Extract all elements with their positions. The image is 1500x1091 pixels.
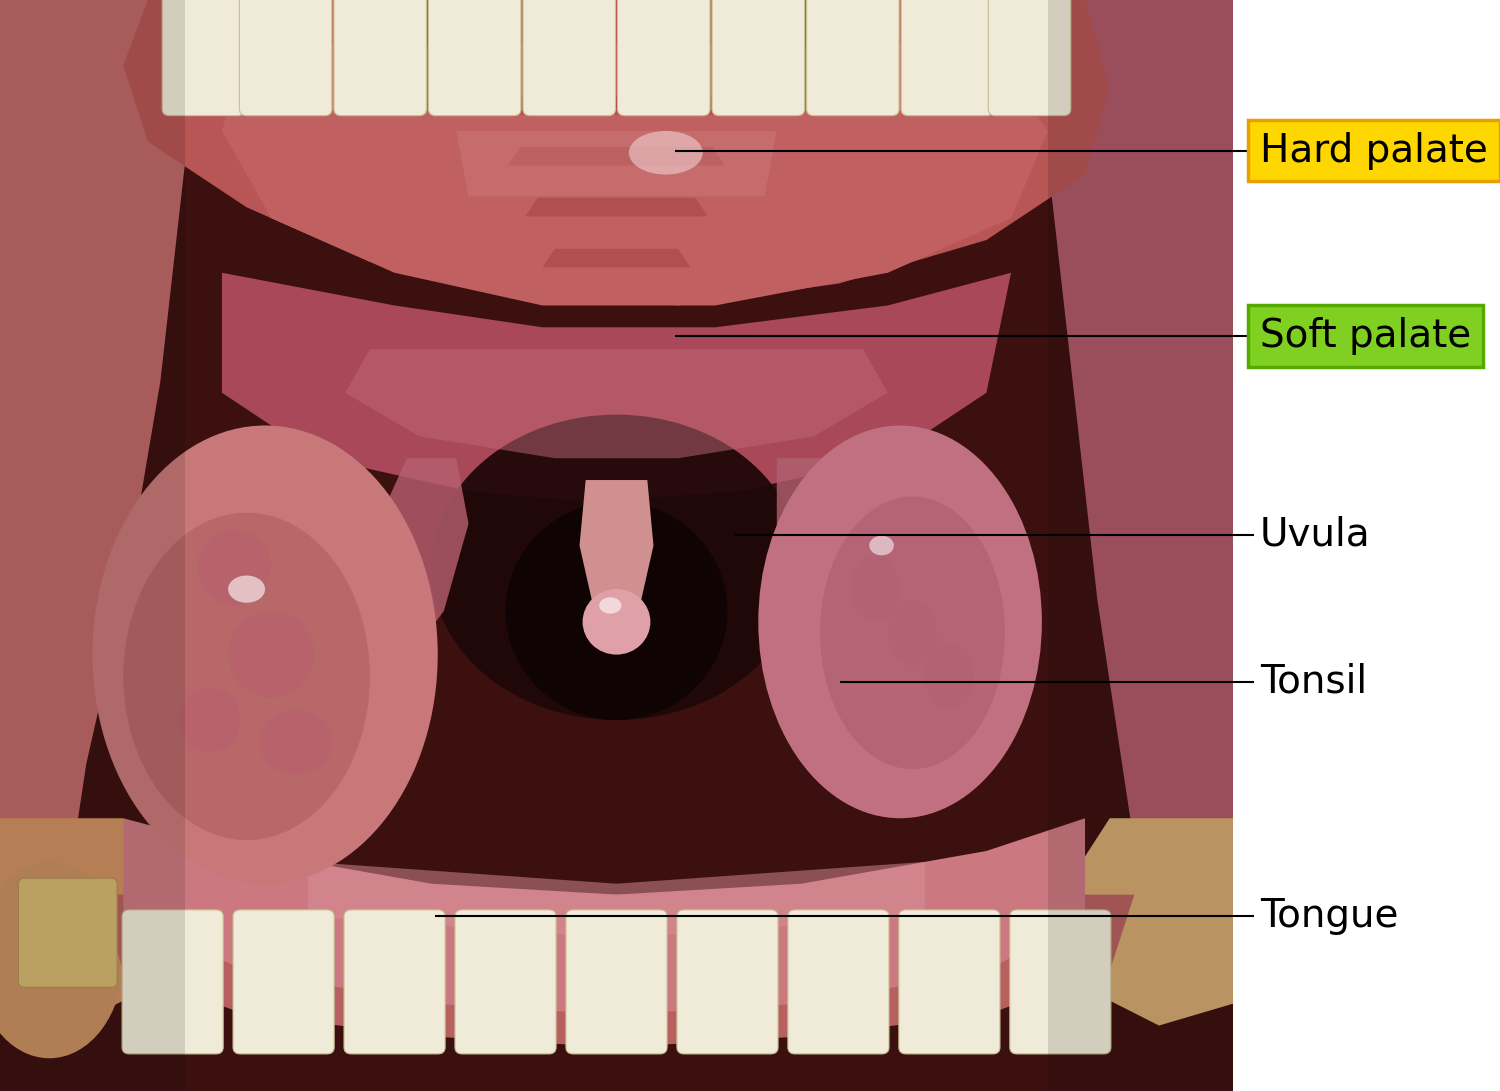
Ellipse shape	[850, 556, 900, 622]
Text: Tongue: Tongue	[1260, 898, 1398, 935]
Polygon shape	[123, 0, 1110, 305]
Polygon shape	[0, 0, 1233, 1091]
FancyBboxPatch shape	[240, 0, 332, 116]
FancyBboxPatch shape	[618, 0, 710, 116]
Polygon shape	[0, 818, 172, 1026]
FancyBboxPatch shape	[988, 0, 1071, 116]
FancyBboxPatch shape	[162, 0, 244, 116]
Ellipse shape	[123, 513, 370, 840]
Ellipse shape	[582, 589, 651, 655]
FancyBboxPatch shape	[429, 0, 520, 116]
Polygon shape	[1048, 0, 1233, 1091]
FancyBboxPatch shape	[454, 910, 556, 1054]
Ellipse shape	[178, 687, 240, 753]
Polygon shape	[222, 44, 1048, 305]
Ellipse shape	[0, 862, 123, 1058]
FancyBboxPatch shape	[788, 910, 889, 1054]
Ellipse shape	[260, 709, 333, 775]
Text: Uvula: Uvula	[1260, 516, 1371, 553]
Text: Soft palate: Soft palate	[1260, 317, 1472, 355]
Ellipse shape	[870, 536, 894, 555]
FancyBboxPatch shape	[524, 0, 615, 116]
Ellipse shape	[821, 496, 1005, 769]
Polygon shape	[525, 197, 708, 216]
FancyBboxPatch shape	[18, 878, 117, 987]
Polygon shape	[543, 249, 690, 267]
Polygon shape	[456, 131, 777, 196]
FancyBboxPatch shape	[122, 910, 224, 1054]
FancyBboxPatch shape	[712, 0, 804, 116]
FancyBboxPatch shape	[232, 910, 334, 1054]
Polygon shape	[345, 349, 888, 458]
Polygon shape	[309, 862, 924, 938]
Polygon shape	[99, 895, 1134, 1047]
FancyBboxPatch shape	[344, 910, 446, 1054]
FancyBboxPatch shape	[1010, 910, 1112, 1054]
Ellipse shape	[432, 415, 801, 720]
Text: Hard palate: Hard palate	[1260, 132, 1488, 169]
Ellipse shape	[93, 425, 438, 884]
FancyBboxPatch shape	[334, 0, 426, 116]
Polygon shape	[1060, 818, 1233, 1026]
Polygon shape	[1048, 0, 1233, 927]
Ellipse shape	[228, 575, 266, 602]
Ellipse shape	[628, 131, 704, 175]
Ellipse shape	[228, 611, 315, 698]
Ellipse shape	[598, 598, 621, 613]
Ellipse shape	[198, 529, 272, 606]
FancyBboxPatch shape	[566, 910, 668, 1054]
FancyBboxPatch shape	[676, 910, 778, 1054]
Polygon shape	[0, 0, 184, 1091]
Ellipse shape	[759, 425, 1042, 818]
Polygon shape	[777, 458, 888, 698]
Polygon shape	[490, 96, 742, 115]
FancyBboxPatch shape	[898, 910, 1001, 1054]
Polygon shape	[509, 147, 724, 166]
Polygon shape	[321, 458, 468, 698]
FancyBboxPatch shape	[807, 0, 898, 116]
Polygon shape	[222, 273, 1011, 502]
Polygon shape	[123, 818, 1084, 1015]
Ellipse shape	[924, 644, 974, 709]
Ellipse shape	[506, 502, 728, 720]
Polygon shape	[579, 480, 654, 622]
FancyBboxPatch shape	[902, 0, 993, 116]
Text: Tonsil: Tonsil	[1260, 663, 1366, 700]
Ellipse shape	[888, 600, 938, 666]
Polygon shape	[0, 0, 184, 927]
